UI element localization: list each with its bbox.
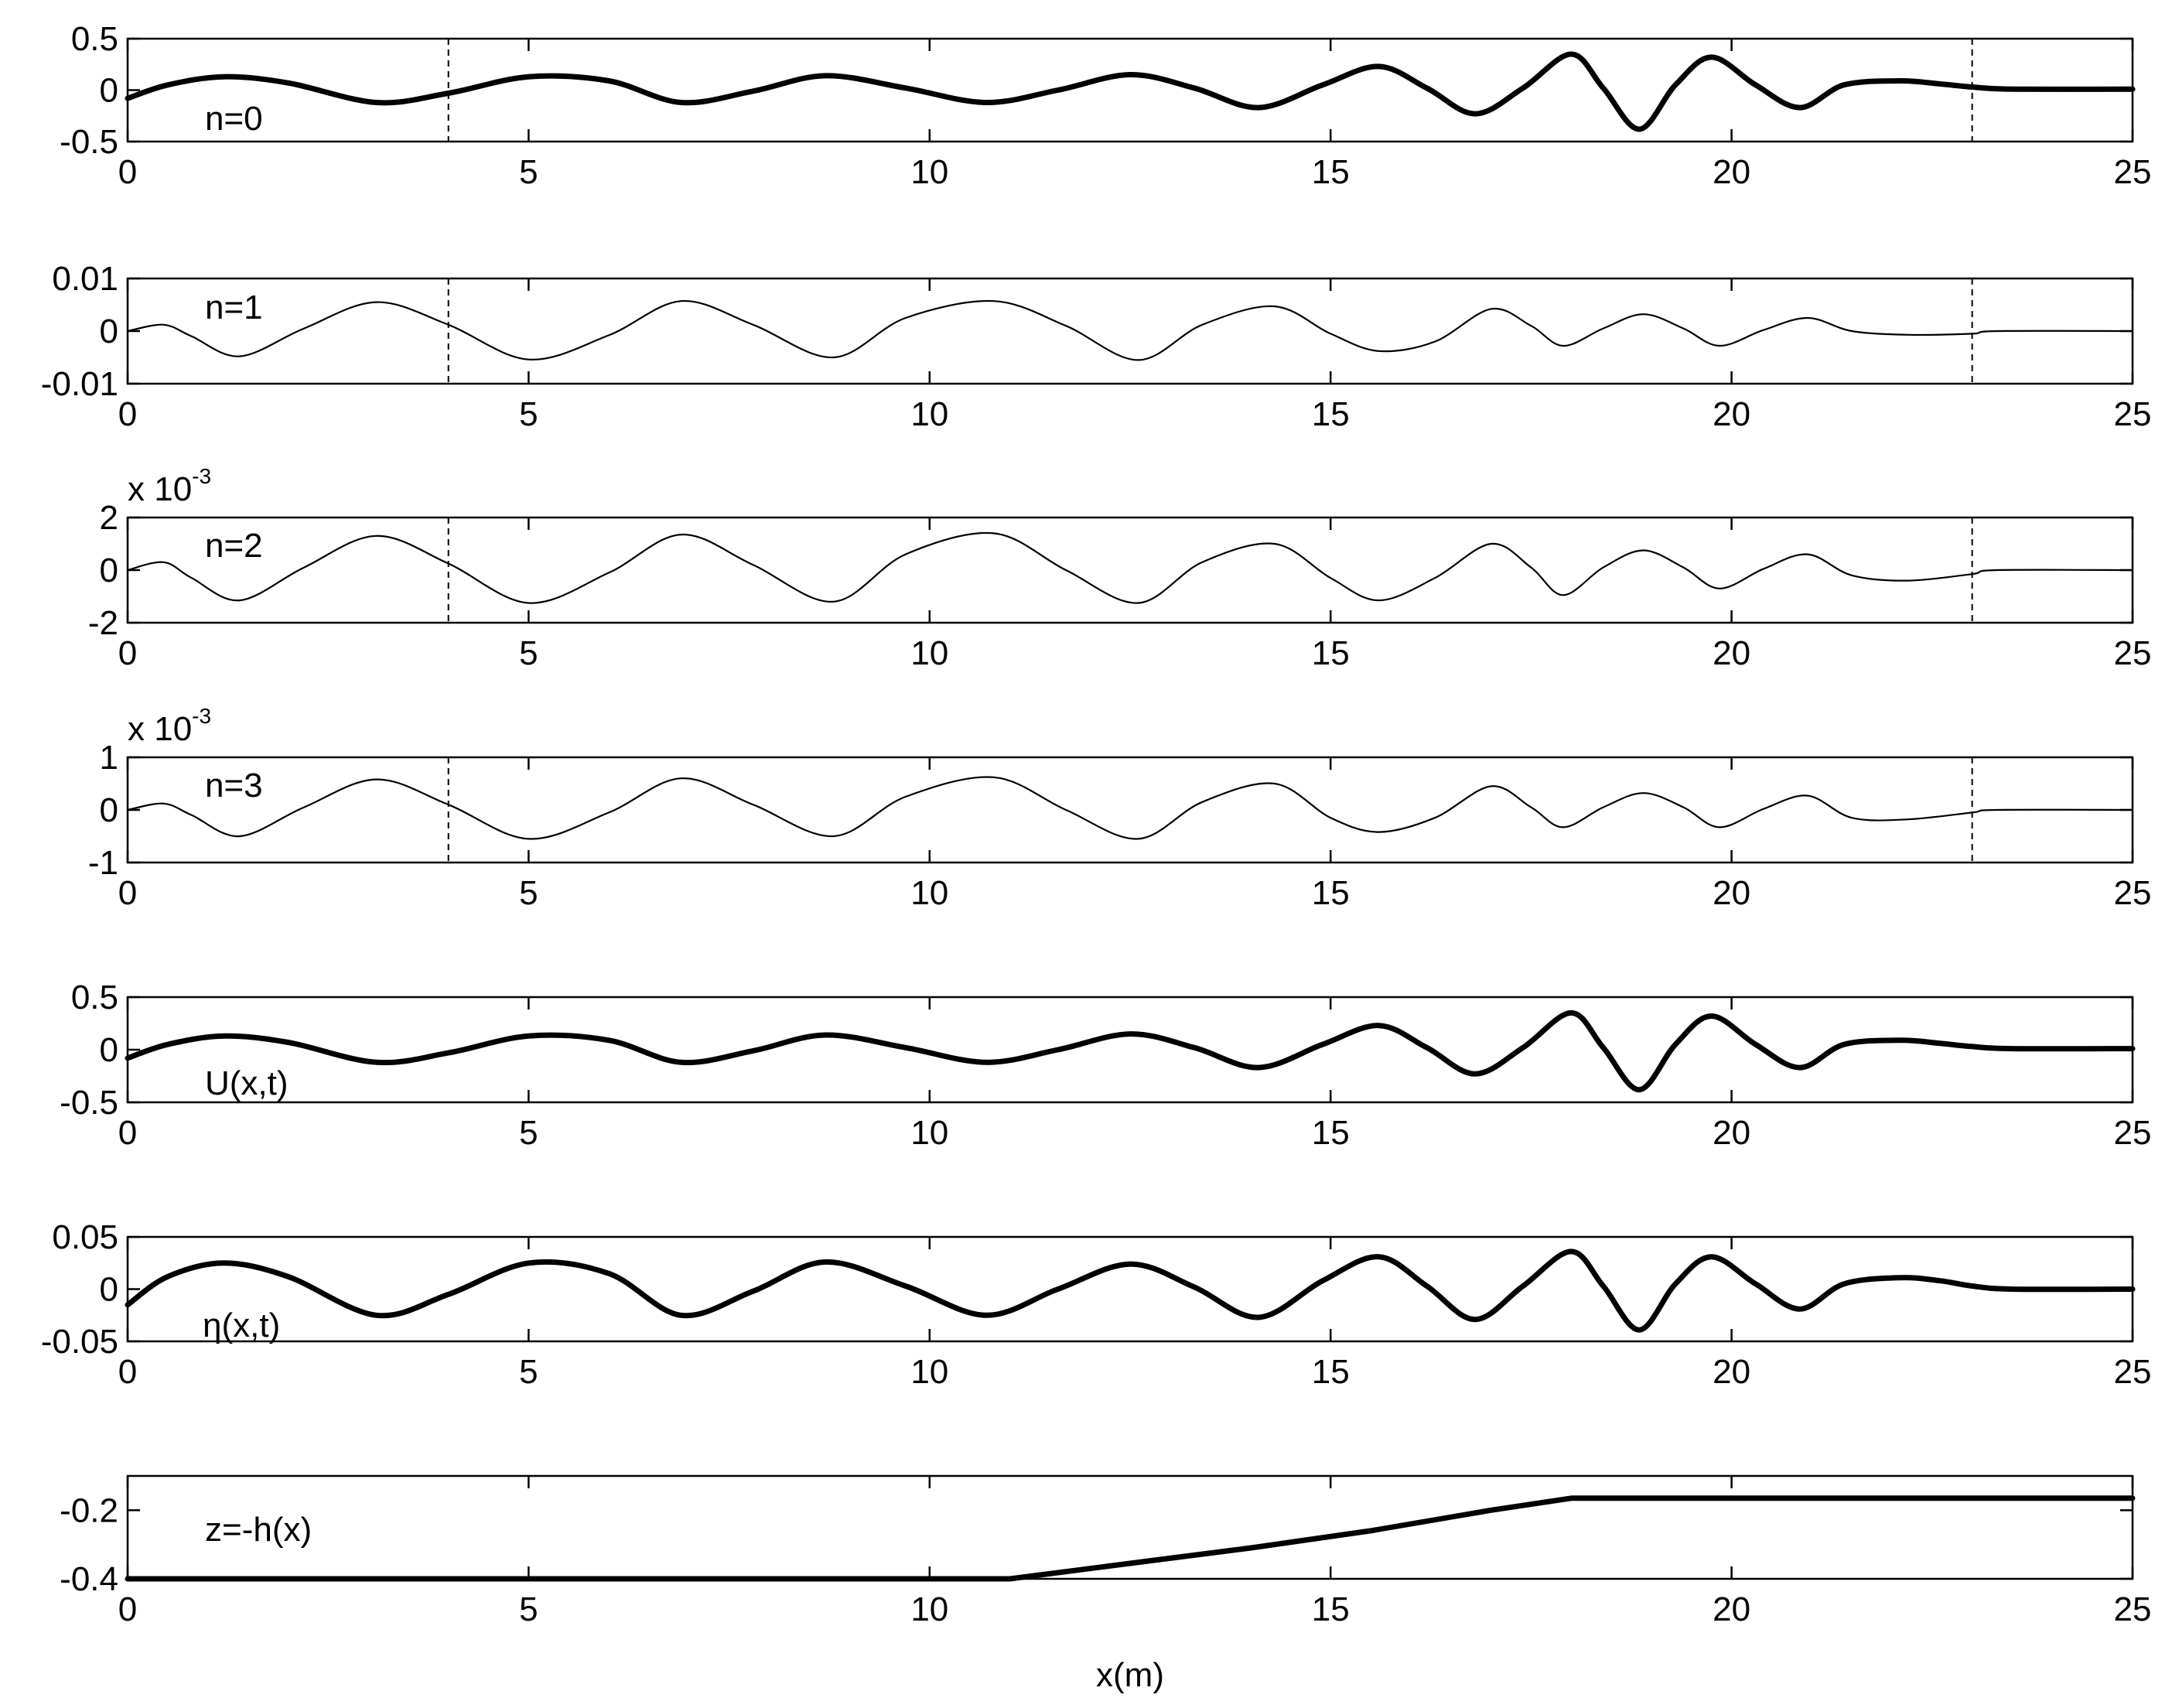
x-tick-label: 10 xyxy=(910,153,948,191)
y-tick-label: -0.2 xyxy=(60,1491,118,1529)
y-tick-label: 0 xyxy=(100,552,118,589)
series-line xyxy=(125,1249,2136,1333)
y-tick-label: 0 xyxy=(100,1031,118,1069)
x-tick-label: 10 xyxy=(910,395,948,433)
axes-box xyxy=(126,1474,2134,1580)
x-tick-label: 20 xyxy=(1713,1114,1750,1152)
y-multiplier-label: x 10-3 xyxy=(128,704,211,748)
x-tick-label: 10 xyxy=(910,634,948,672)
y-tick-label: 0.01 xyxy=(52,260,118,298)
x-tick-label: 15 xyxy=(1312,1590,1350,1628)
x-tick-label: 25 xyxy=(2114,874,2152,912)
x-tick-label: 15 xyxy=(1312,874,1350,912)
subplot-6: 0 5 10 15 20 250.050-0.05 η(x,t) xyxy=(41,1218,2152,1391)
panel-label: n=3 xyxy=(205,767,263,804)
panel-label: z=-h(x) xyxy=(205,1511,312,1549)
x-tick-label: 20 xyxy=(1713,874,1750,912)
x-tick-label: 5 xyxy=(519,153,538,191)
y-tick-label: 0 xyxy=(100,1271,118,1309)
y-tick-label: -0.5 xyxy=(60,123,118,161)
series-line xyxy=(125,51,2136,132)
x-tick-label: 25 xyxy=(2114,1353,2152,1391)
axes-box xyxy=(126,756,2134,864)
x-tick-label: 10 xyxy=(910,874,948,912)
x-tick-label: 0 xyxy=(118,1353,137,1391)
x-axis-label: x(m) xyxy=(1096,1656,1164,1694)
x-tick-label: 20 xyxy=(1713,153,1750,191)
subplot-1: 0 5 10 15 20 250.50-0.5n=0 xyxy=(60,20,2151,191)
y-tick-label: 0.5 xyxy=(71,20,118,58)
y-tick-label: 1 xyxy=(100,739,118,777)
x-tick-label: 25 xyxy=(2114,153,2152,191)
x-tick-label: 0 xyxy=(118,1590,137,1628)
y-tick-label: 0.5 xyxy=(71,979,118,1016)
series-line xyxy=(126,531,2134,604)
x-tick-label: 0 xyxy=(118,153,137,191)
x-tick-label: 5 xyxy=(519,1353,538,1391)
subplot-7: 0 5 10 15 20 25 -0.2 -0.4 z=-h(x) xyxy=(60,1474,2152,1628)
x-tick-label: 0 xyxy=(118,874,137,912)
x-tick-label: 25 xyxy=(2114,1590,2152,1628)
subplot-2: 0 5 10 15 20 250.010-0.01n=1 xyxy=(41,260,2152,433)
y-tick-label: 2 xyxy=(100,499,118,537)
x-tick-label: 10 xyxy=(910,1353,948,1391)
panel-label: n=0 xyxy=(205,100,263,138)
y-tick-label: -2 xyxy=(88,604,118,642)
y-tick-label: -0.05 xyxy=(41,1323,118,1361)
y-tick-label: -1 xyxy=(88,844,118,882)
x-tick-label: 5 xyxy=(519,1114,538,1152)
x-tick-label: 0 xyxy=(118,395,137,433)
x-tick-label: 20 xyxy=(1713,1590,1750,1628)
subplots: 0 5 10 15 20 250.50-0.5n=00 5 10 15 20 250.010-0.0… xyxy=(41,20,2152,1628)
x-tick-label: 15 xyxy=(1312,634,1350,672)
y-multiplier-label: x 10-3 xyxy=(128,464,211,508)
x-tick-label: 5 xyxy=(519,1590,538,1628)
axes-box xyxy=(126,277,2134,385)
x-tick-label: 5 xyxy=(519,874,538,912)
x-tick-label: 25 xyxy=(2114,634,2152,672)
y-tick-label: -0.01 xyxy=(41,365,118,403)
x-tick-label: 10 xyxy=(910,1590,948,1628)
y-tick-label: -0.4 xyxy=(60,1560,118,1598)
series-line xyxy=(125,1009,2136,1093)
panel-label: n=2 xyxy=(205,527,263,565)
x-tick-label: 10 xyxy=(910,1114,948,1152)
x-tick-label: 20 xyxy=(1713,395,1750,433)
series-line xyxy=(125,1495,2136,1582)
x-tick-label: 20 xyxy=(1713,634,1750,672)
y-tick-label: 0 xyxy=(100,313,118,350)
x-tick-label: 5 xyxy=(519,634,538,672)
x-tick-label: 20 xyxy=(1713,1353,1750,1391)
x-tick-label: 5 xyxy=(519,395,538,433)
x-tick-label: 15 xyxy=(1312,153,1350,191)
x-tick-label: 15 xyxy=(1312,1114,1350,1152)
series-line xyxy=(126,299,2134,361)
panel-label: η(x,t) xyxy=(203,1307,280,1344)
series-line xyxy=(126,776,2134,840)
x-tick-label: 0 xyxy=(118,1114,137,1152)
y-tick-label: 0 xyxy=(100,791,118,829)
x-tick-label: 15 xyxy=(1312,395,1350,433)
subplot-5: 0 5 10 15 20 250.50-0.5U(x,t) xyxy=(60,979,2151,1152)
panel-label: U(x,t) xyxy=(205,1064,289,1102)
y-tick-label: 0.05 xyxy=(52,1218,118,1256)
y-tick-label: 0 xyxy=(100,72,118,110)
x-tick-label: 25 xyxy=(2114,395,2152,433)
y-tick-label: -0.5 xyxy=(60,1084,118,1122)
x-tick-label: 15 xyxy=(1312,1353,1350,1391)
panel-label: n=1 xyxy=(205,289,263,326)
axes-box xyxy=(126,516,2134,624)
x-tick-label: 0 xyxy=(118,634,137,672)
x-tick-label: 25 xyxy=(2114,1114,2152,1152)
